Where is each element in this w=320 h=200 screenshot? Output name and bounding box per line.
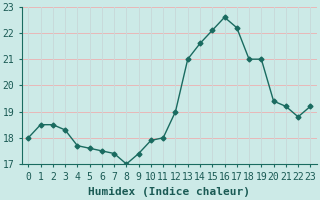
- X-axis label: Humidex (Indice chaleur): Humidex (Indice chaleur): [88, 187, 250, 197]
